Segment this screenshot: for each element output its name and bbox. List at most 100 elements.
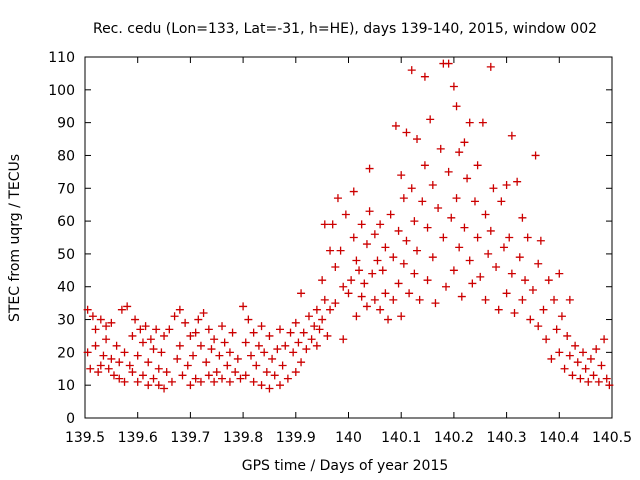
data-point-marker [534,259,543,268]
data-point-marker [326,305,335,314]
data-point-marker [568,371,577,380]
data-point-marker [120,348,129,357]
data-point-marker [307,335,316,344]
data-point-marker [275,325,284,334]
data-point-marker [439,233,448,242]
data-point-marker [399,194,408,203]
data-point-marker [318,276,327,285]
data-point-marker [581,364,590,373]
data-point-marker [128,331,137,340]
data-point-marker [394,279,403,288]
data-point-marker [241,371,250,380]
data-point-marker [518,213,527,222]
data-point-marker [339,282,348,291]
y-tick-label: 90 [57,116,75,132]
data-point-marker [144,358,153,367]
data-point-marker [365,207,374,216]
y-tick-label: 50 [57,247,75,263]
data-point-marker [160,384,169,393]
data-point-marker [247,351,256,360]
data-point-marker [413,246,422,255]
data-point-marker [550,295,559,304]
data-point-marker [455,243,464,252]
data-point-marker [584,377,593,386]
data-point-marker [418,197,427,206]
data-points [83,59,614,393]
data-point-marker [312,341,321,350]
plot-area-frame [84,56,613,419]
data-point-marker [162,368,171,377]
data-point-marker [107,318,116,327]
data-point-marker [349,233,358,242]
data-point-marker [297,358,306,367]
data-point-marker [594,377,603,386]
x-axis-label: GPS time / Days of year 2015 [242,458,449,474]
data-point-marker [88,312,97,321]
data-point-marker [115,374,124,383]
data-point-marker [294,338,303,347]
data-point-marker [207,345,216,354]
data-point-marker [257,381,266,390]
data-point-marker [481,295,490,304]
data-point-marker [513,177,522,186]
data-point-marker [542,335,551,344]
data-point-marker [109,371,118,380]
data-point-marker [173,354,182,363]
x-tick-label: 139.8 [223,430,263,446]
data-point-marker [494,305,503,314]
data-point-marker [465,256,474,265]
data-point-marker [283,374,292,383]
data-point-marker [291,318,300,327]
data-point-marker [492,263,501,272]
axis-ticks [84,56,613,419]
data-point-marker [370,295,379,304]
data-point-marker [141,322,150,331]
data-point-marker [484,249,493,258]
data-point-marker [376,220,385,229]
data-point-marker [273,345,282,354]
data-point-marker [204,371,213,380]
data-point-marker [394,226,403,235]
data-point-marker [318,315,327,324]
y-axis-tick-labels: 0 10 20 30 40 50 60 70 80 90 100 110 [48,50,75,427]
data-point-marker [91,341,100,350]
data-point-marker [326,246,335,255]
data-point-marker [331,263,340,272]
data-point-marker [333,194,342,203]
data-point-marker [515,253,524,262]
data-point-marker [560,364,569,373]
x-tick-label: 139.5 [65,430,105,446]
data-point-marker [460,138,469,147]
data-point-marker [586,354,595,363]
data-point-marker [376,305,385,314]
data-point-marker [381,289,390,298]
data-point-marker [402,128,411,137]
y-tick-label: 40 [57,280,75,296]
data-point-marker [225,377,234,386]
data-point-marker [413,135,422,144]
data-point-marker [131,315,140,324]
y-tick-label: 20 [57,345,75,361]
data-point-marker [212,368,221,377]
data-point-marker [241,338,250,347]
data-point-marker [423,276,432,285]
data-point-marker [107,354,116,363]
data-point-marker [373,256,382,265]
data-point-marker [389,295,398,304]
data-point-marker [473,161,482,170]
data-point-marker [444,59,453,68]
data-point-marker [478,118,487,127]
data-point-marker [534,322,543,331]
data-point-marker [175,305,184,314]
data-point-marker [136,325,145,334]
data-point-marker [289,348,298,357]
data-point-marker [355,266,364,275]
data-point-marker [223,361,232,370]
data-point-marker [115,358,124,367]
data-point-marker [83,305,92,314]
data-point-marker [565,351,574,360]
data-point-marker [167,377,176,386]
data-point-marker [507,131,516,140]
data-point-marker [152,325,161,334]
data-point-marker [423,223,432,232]
